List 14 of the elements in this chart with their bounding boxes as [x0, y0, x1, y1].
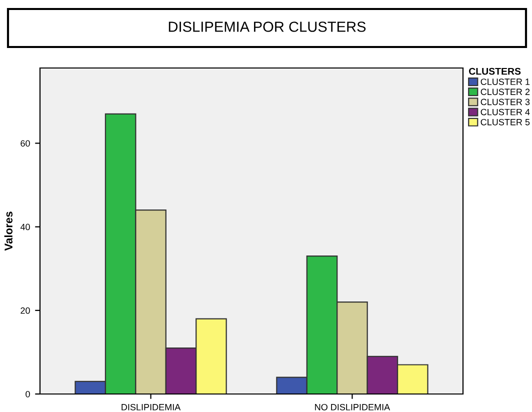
chart-title: DISLIPEMIA POR CLUSTERS	[168, 22, 366, 32]
y-tick-label: 60	[20, 140, 30, 147]
y-tick-label: 0	[26, 390, 30, 398]
legend-label: CLUSTER 2	[480, 88, 530, 96]
legend-label: CLUSTER 3	[480, 98, 530, 106]
y-axis-title: Valores	[4, 212, 12, 251]
x-tick-label: NO DISLIPIDEMIA	[315, 404, 390, 410]
legend-label: CLUSTER 4	[480, 108, 530, 116]
legend-label: CLUSTER 1	[480, 78, 530, 85]
y-tick-label: 40	[20, 224, 30, 230]
legend-title: CLUSTERS	[469, 68, 521, 75]
legend-label: CLUSTER 5	[480, 118, 530, 126]
x-tick-label: DISLIPIDEMIA	[122, 404, 181, 410]
y-tick-label: 20	[20, 307, 30, 314]
